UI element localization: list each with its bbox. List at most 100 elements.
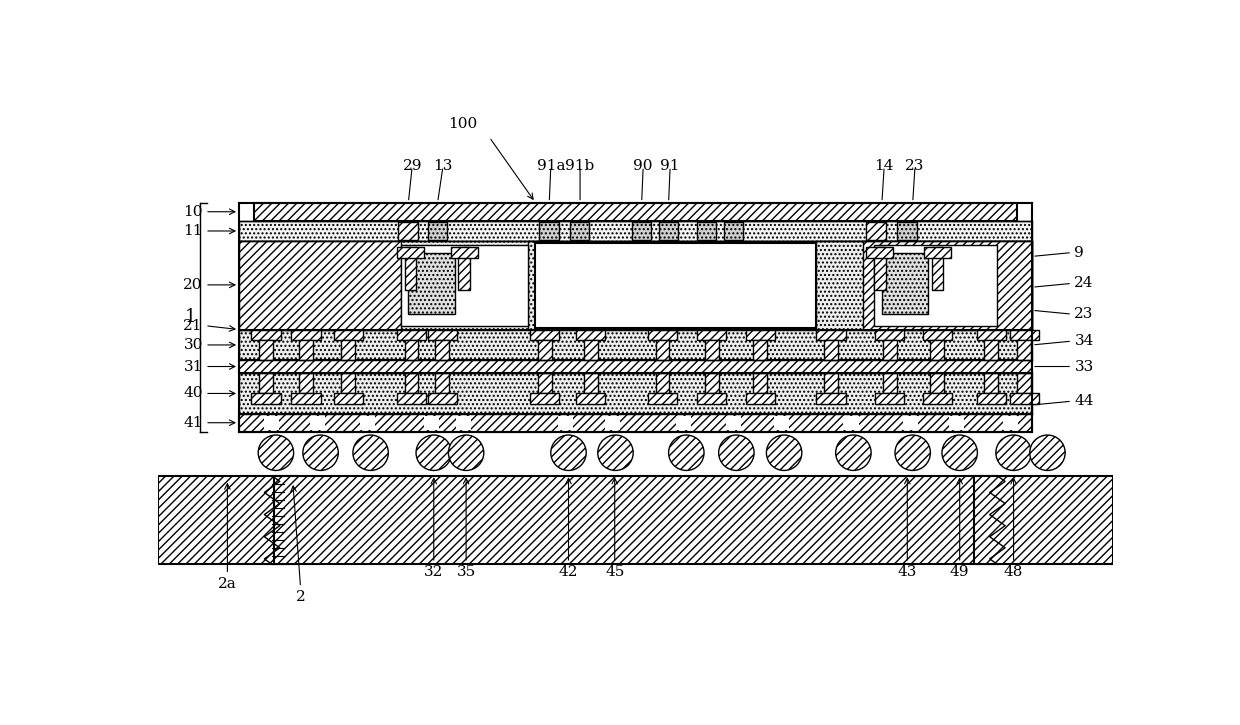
Bar	[932, 247, 944, 289]
Bar	[239, 221, 1032, 241]
Bar	[985, 373, 998, 394]
Bar	[239, 373, 1032, 414]
Bar	[843, 416, 859, 431]
Text: 1: 1	[185, 308, 196, 326]
Bar	[341, 373, 355, 394]
Bar	[529, 330, 559, 340]
Text: 91a: 91a	[537, 160, 565, 173]
Text: 10: 10	[184, 204, 203, 219]
Bar	[538, 340, 552, 360]
Bar	[291, 394, 321, 405]
Bar	[450, 247, 477, 258]
Text: 11: 11	[184, 224, 203, 238]
Bar	[875, 330, 904, 340]
Circle shape	[942, 435, 977, 471]
Bar	[816, 394, 846, 405]
Text: 35: 35	[456, 565, 476, 579]
Bar	[774, 416, 790, 431]
Bar	[435, 340, 449, 360]
Bar	[825, 373, 838, 394]
Bar	[401, 245, 528, 326]
Text: 33: 33	[1074, 360, 1094, 373]
Bar	[538, 373, 552, 394]
Bar	[310, 416, 325, 431]
Bar	[239, 414, 1032, 432]
Bar	[274, 476, 997, 564]
Bar	[584, 373, 598, 394]
Circle shape	[996, 435, 1032, 471]
Bar	[459, 247, 470, 289]
Bar	[825, 340, 838, 360]
Bar	[656, 373, 670, 394]
Circle shape	[598, 435, 634, 471]
Text: 49: 49	[950, 565, 970, 579]
Text: 2: 2	[295, 589, 305, 604]
Bar	[1003, 416, 1018, 431]
Text: 20: 20	[184, 278, 203, 292]
Bar	[875, 394, 904, 405]
Circle shape	[719, 435, 754, 471]
Circle shape	[303, 435, 339, 471]
Bar	[299, 373, 312, 394]
Circle shape	[551, 435, 587, 471]
Bar	[539, 222, 558, 240]
Bar	[1037, 416, 1052, 431]
Text: 41: 41	[184, 415, 203, 430]
Text: 91b: 91b	[565, 160, 595, 173]
Bar	[239, 330, 1032, 360]
Text: 29: 29	[403, 160, 422, 173]
Bar	[874, 247, 885, 289]
Bar	[923, 394, 952, 405]
Bar	[584, 340, 598, 360]
Bar	[239, 360, 1032, 373]
Bar	[264, 416, 279, 431]
Bar	[404, 340, 418, 360]
Circle shape	[836, 435, 872, 471]
Circle shape	[1029, 435, 1065, 471]
Text: 24: 24	[1074, 276, 1094, 290]
Bar	[254, 202, 1017, 221]
Text: 9: 9	[1074, 246, 1084, 260]
Bar	[528, 241, 543, 330]
Bar	[334, 394, 363, 405]
Circle shape	[668, 435, 704, 471]
Circle shape	[766, 435, 802, 471]
Bar	[360, 416, 376, 431]
Bar	[867, 247, 894, 258]
Bar	[816, 330, 846, 340]
Bar	[259, 373, 273, 394]
Bar	[867, 222, 885, 240]
Bar	[898, 222, 916, 240]
Bar	[1009, 330, 1039, 340]
Bar	[341, 340, 355, 360]
Bar	[159, 476, 296, 564]
Bar	[631, 222, 651, 240]
Bar	[397, 247, 424, 258]
Bar	[656, 340, 670, 360]
Bar	[874, 245, 997, 326]
Bar	[291, 330, 321, 340]
Bar	[724, 222, 743, 240]
Text: 21: 21	[184, 319, 203, 333]
Bar	[704, 340, 719, 360]
Bar	[299, 340, 312, 360]
Bar	[259, 340, 273, 360]
Bar	[745, 394, 775, 405]
Bar	[408, 252, 455, 314]
Bar	[754, 340, 768, 360]
Bar	[536, 243, 816, 328]
Text: 30: 30	[184, 338, 203, 352]
Text: 14: 14	[874, 160, 894, 173]
Bar	[428, 222, 446, 240]
Bar	[647, 330, 677, 340]
Text: 13: 13	[433, 160, 453, 173]
Text: 2a: 2a	[218, 576, 237, 591]
Bar	[882, 252, 928, 314]
Bar	[697, 222, 717, 240]
Bar	[428, 394, 456, 405]
Bar	[428, 330, 456, 340]
Text: 45: 45	[605, 565, 625, 579]
Text: 91: 91	[661, 160, 680, 173]
Bar	[930, 373, 945, 394]
Circle shape	[417, 435, 451, 471]
